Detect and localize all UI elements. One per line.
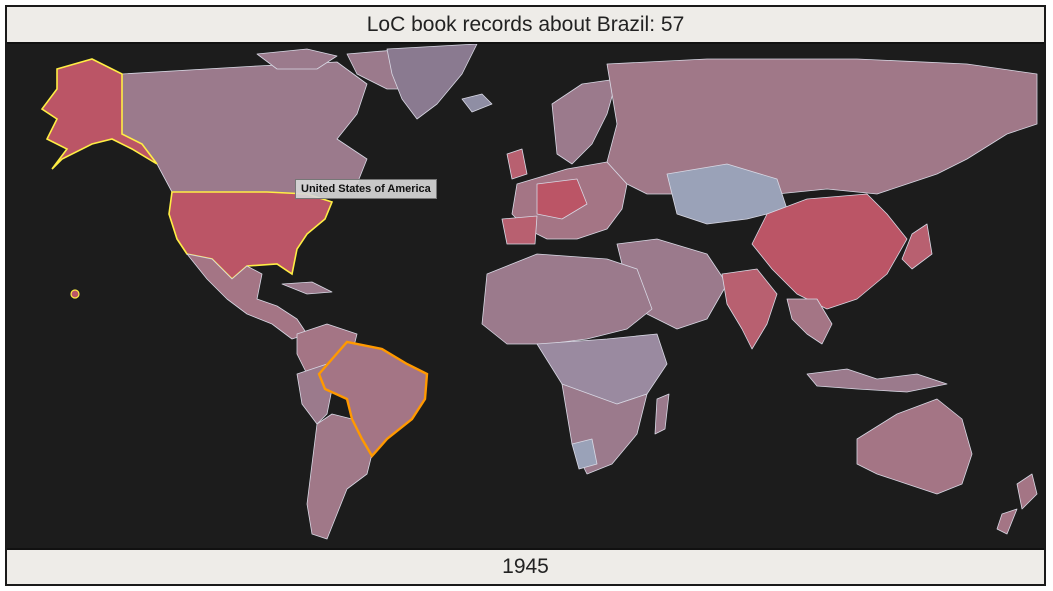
country-usa[interactable] <box>168 191 334 281</box>
country-australia[interactable] <box>856 398 973 495</box>
country-new-zealand[interactable] <box>1016 473 1038 510</box>
country-germany-france[interactable] <box>536 178 588 220</box>
country-russia[interactable] <box>606 58 1038 195</box>
country-southeast-asia[interactable] <box>786 298 833 345</box>
country-north-africa[interactable] <box>481 253 653 345</box>
country-china[interactable] <box>751 193 908 310</box>
country-usa-hawaii[interactable] <box>70 289 80 299</box>
map-widget: LoC book records about Brazil: 57 <box>5 5 1046 586</box>
country-scandinavia[interactable] <box>551 78 618 165</box>
year-label: 1945 <box>7 548 1044 584</box>
country-alaska[interactable] <box>40 58 158 170</box>
country-spain[interactable] <box>501 215 538 245</box>
country-brazil[interactable] <box>317 340 429 459</box>
country-central-africa[interactable] <box>536 333 668 405</box>
country-madagascar[interactable] <box>654 393 670 435</box>
country-japan[interactable] <box>901 223 933 270</box>
country-cuba[interactable] <box>281 281 333 295</box>
map-title: LoC book records about Brazil: 57 <box>7 7 1044 44</box>
country-greenland[interactable] <box>386 44 478 120</box>
country-indonesia[interactable] <box>806 368 948 393</box>
world-map-svg[interactable] <box>7 44 1044 553</box>
world-map[interactable] <box>7 44 1044 553</box>
country-iceland[interactable] <box>461 93 493 113</box>
country-canada-islands[interactable] <box>256 48 338 70</box>
country-new-zealand-south[interactable] <box>996 508 1018 535</box>
country-south-africa-region[interactable] <box>571 438 598 470</box>
country-mexico[interactable] <box>186 253 308 340</box>
country-india[interactable] <box>721 268 778 350</box>
hover-tooltip: United States of America <box>295 179 437 199</box>
country-canada[interactable] <box>121 61 368 195</box>
country-uk[interactable] <box>506 148 528 180</box>
